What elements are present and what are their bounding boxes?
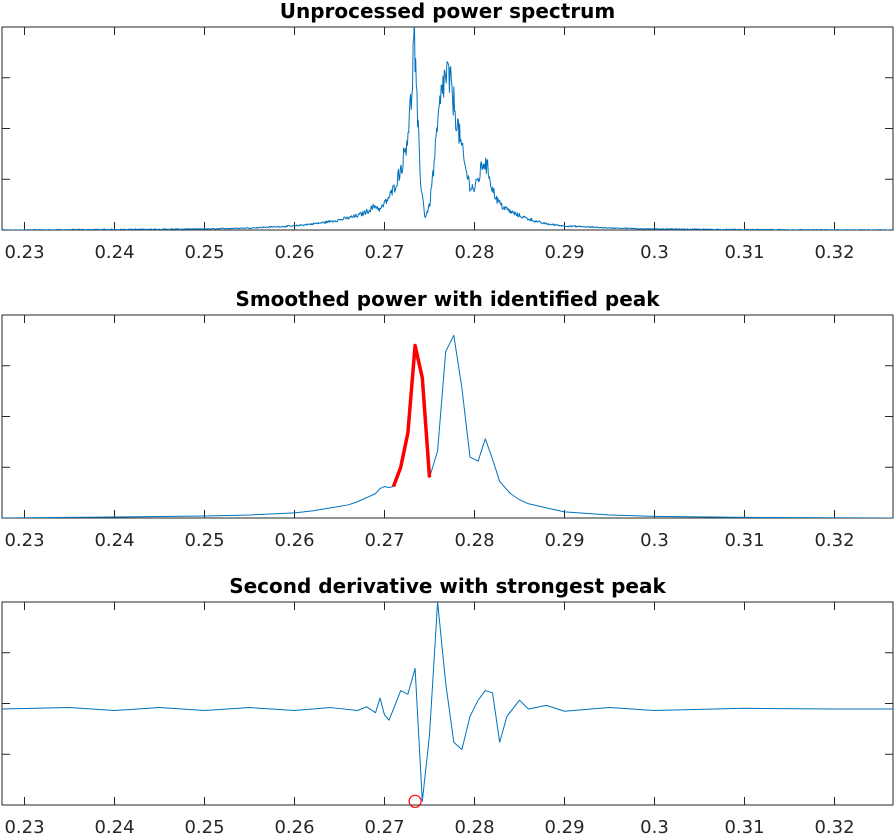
x-tick-label: 0.24 bbox=[94, 242, 134, 263]
axes-2: Smoothed power with identified peak 0.23 0… bbox=[1, 287, 894, 551]
x-tick-label: 0.25 bbox=[184, 242, 224, 263]
x-tick-label: 0.32 bbox=[814, 817, 854, 835]
x-tick-label: 0.25 bbox=[184, 817, 224, 835]
series-line-1 bbox=[2, 27, 893, 230]
x-tick-label: 0.23 bbox=[4, 242, 44, 263]
x-tick-label: 0.29 bbox=[544, 817, 584, 835]
x-tick-label: 0.29 bbox=[544, 530, 584, 551]
x-tick-label: 0.31 bbox=[724, 530, 764, 551]
series-line-1 bbox=[2, 602, 893, 802]
identified-peak-line bbox=[391, 343, 432, 488]
x-tick-label: 0.31 bbox=[724, 242, 764, 263]
x-tick-label: 0.31 bbox=[724, 817, 764, 835]
axes-box bbox=[1, 601, 894, 806]
x-tick-label: 0.24 bbox=[94, 530, 134, 551]
x-tick-label: 0.29 bbox=[544, 242, 584, 263]
x-tick-label: 0.25 bbox=[184, 530, 224, 551]
axes-box bbox=[1, 26, 894, 231]
x-tick-label: 0.27 bbox=[364, 530, 404, 551]
axes-3: Second derivative with strongest peak 0.2… bbox=[1, 574, 894, 835]
x-tick-label: 0.28 bbox=[454, 530, 494, 551]
x-tick-label: 0.32 bbox=[814, 242, 854, 263]
axes-box bbox=[1, 314, 894, 519]
x-tick-label: 0.3 bbox=[640, 817, 669, 835]
strongest-peak-marker bbox=[408, 794, 422, 808]
axes-1: Unprocessed power spectrum 0.23 0.24 0.25 0.… bbox=[1, 0, 894, 263]
x-tick-label: 0.26 bbox=[274, 530, 314, 551]
chart-title: Second derivative with strongest peak bbox=[229, 574, 666, 598]
x-tick-label: 0.32 bbox=[814, 530, 854, 551]
x-tick-label: 0.3 bbox=[640, 242, 669, 263]
x-tick-label: 0.28 bbox=[454, 242, 494, 263]
x-tick-label: 0.28 bbox=[454, 817, 494, 835]
x-tick-label: 0.23 bbox=[4, 817, 44, 835]
x-tick-label: 0.26 bbox=[274, 242, 314, 263]
x-tick-label: 0.27 bbox=[364, 242, 404, 263]
x-tick-label: 0.26 bbox=[274, 817, 314, 835]
chart-title: Smoothed power with identified peak bbox=[235, 287, 660, 311]
x-tick-label: 0.3 bbox=[640, 530, 669, 551]
x-tick-label: 0.24 bbox=[94, 817, 134, 835]
x-tick-label: 0.27 bbox=[364, 817, 404, 835]
x-tick-label: 0.23 bbox=[4, 530, 44, 551]
chart-title: Unprocessed power spectrum bbox=[280, 0, 616, 23]
